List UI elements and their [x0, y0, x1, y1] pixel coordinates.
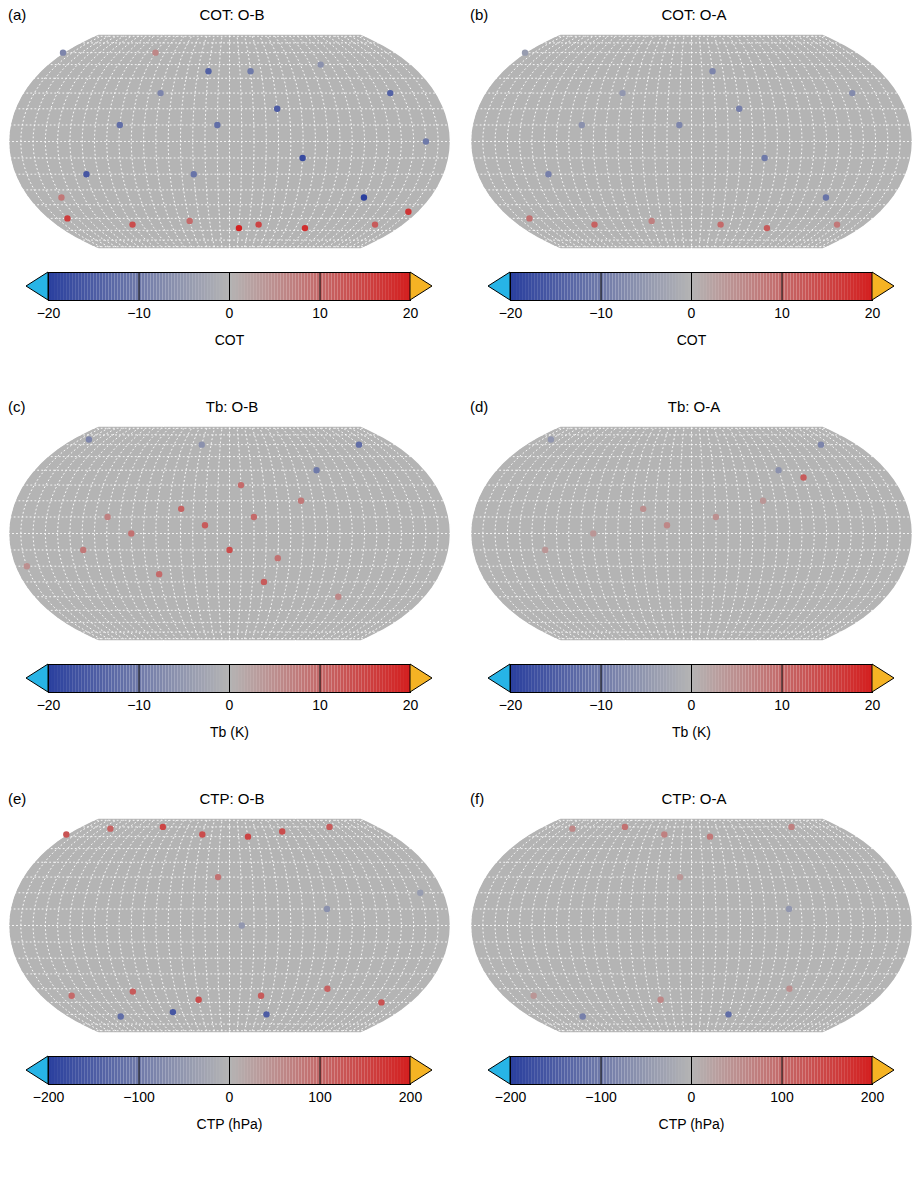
html-text:(c): (c) — [8, 398, 26, 415]
svg-text:0: 0 — [226, 305, 234, 321]
svg-text:COT: COT — [215, 332, 245, 348]
svg-text:20: 20 — [403, 697, 419, 713]
svg-text:−20: −20 — [499, 305, 523, 321]
svg-text:Tb (K): Tb (K) — [210, 724, 249, 740]
svg-text:−10: −10 — [589, 697, 613, 713]
html-text:COT: O-B: COT: O-B — [199, 6, 265, 23]
html-text:(e): (e) — [8, 790, 27, 807]
svg-text:CTP (hPa): CTP (hPa) — [659, 1116, 725, 1132]
svg-text:10: 10 — [774, 305, 790, 321]
svg-text:0: 0 — [226, 1089, 234, 1105]
svg-text:−10: −10 — [589, 305, 613, 321]
svg-text:−200: −200 — [33, 1089, 65, 1105]
svg-text:−20: −20 — [37, 305, 61, 321]
svg-text:Tb (K): Tb (K) — [672, 724, 711, 740]
svg-text:−100: −100 — [585, 1089, 617, 1105]
svg-text:100: 100 — [770, 1089, 794, 1105]
svg-text:−20: −20 — [499, 697, 523, 713]
svg-text:0: 0 — [688, 305, 696, 321]
html-text:(f): (f) — [470, 790, 485, 807]
svg-text:200: 200 — [399, 1089, 423, 1105]
html-text:Tb: O-B: Tb: O-B — [205, 398, 259, 415]
svg-text:100: 100 — [308, 1089, 332, 1105]
html-text:(a): (a) — [8, 6, 27, 23]
svg-text:200: 200 — [861, 1089, 885, 1105]
svg-text:−100: −100 — [123, 1089, 155, 1105]
svg-text:10: 10 — [312, 305, 328, 321]
svg-text:20: 20 — [865, 697, 881, 713]
html-text:CTP: O-B: CTP: O-B — [199, 790, 265, 807]
html-text:COT: O-A: COT: O-A — [661, 6, 727, 23]
svg-text:0: 0 — [226, 697, 234, 713]
html-text:(b): (b) — [470, 6, 489, 23]
html-text:CTP: O-A: CTP: O-A — [661, 790, 727, 807]
svg-text:−20: −20 — [37, 697, 61, 713]
svg-text:10: 10 — [312, 697, 328, 713]
svg-text:10: 10 — [774, 697, 790, 713]
html-text:(d): (d) — [470, 398, 489, 415]
svg-text:0: 0 — [688, 1089, 696, 1105]
html-text:Tb: O-A: Tb: O-A — [667, 398, 721, 415]
svg-text:0: 0 — [688, 697, 696, 713]
svg-text:−200: −200 — [495, 1089, 527, 1105]
svg-text:20: 20 — [403, 305, 419, 321]
svg-text:CTP (hPa): CTP (hPa) — [197, 1116, 263, 1132]
svg-text:COT: COT — [677, 332, 707, 348]
svg-text:20: 20 — [865, 305, 881, 321]
svg-text:−10: −10 — [127, 305, 151, 321]
svg-text:−10: −10 — [127, 697, 151, 713]
